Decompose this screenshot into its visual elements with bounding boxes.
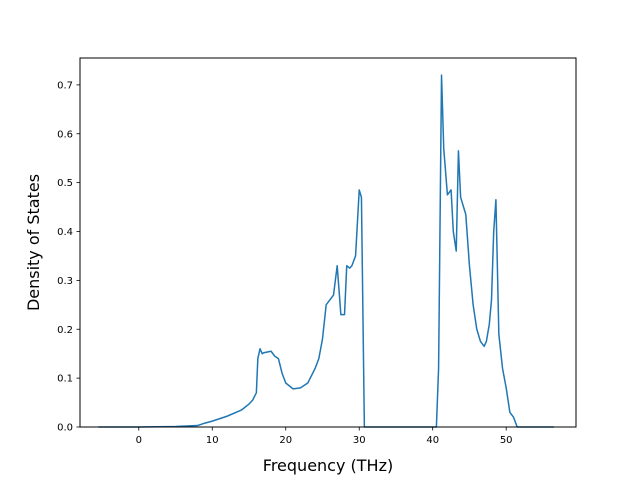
y-axis-ticks: 0.0 0.1 0.2 0.3 0.4 0.5 0.6 0.7 [57,80,80,434]
y-tick-label: 0.3 [57,276,73,287]
x-tick-label: 20 [279,435,292,446]
x-tick-label: 30 [353,435,366,446]
x-tick-label: 10 [206,435,219,446]
y-tick-label: 0.4 [57,227,73,238]
dos-series-line-0 [98,74,554,428]
y-tick-label: 0.1 [57,374,73,385]
x-axis-ticks: 0 10 20 30 40 50 [136,427,513,446]
x-tick-label: 50 [500,435,513,446]
x-tick-label: 40 [426,435,439,446]
y-tick-label: 0.7 [57,80,73,91]
y-tick-label: 0.2 [57,325,73,336]
y-tick-label: 0.6 [57,129,73,140]
plot-area [98,74,554,428]
y-axis-label: Density of States [24,174,43,311]
y-tick-label: 0.5 [57,178,73,189]
x-tick-label: 0 [136,435,142,446]
y-tick-label: 0.0 [57,423,73,434]
axes-frame [79,57,577,428]
x-axis-label: Frequency (THz) [263,456,393,475]
